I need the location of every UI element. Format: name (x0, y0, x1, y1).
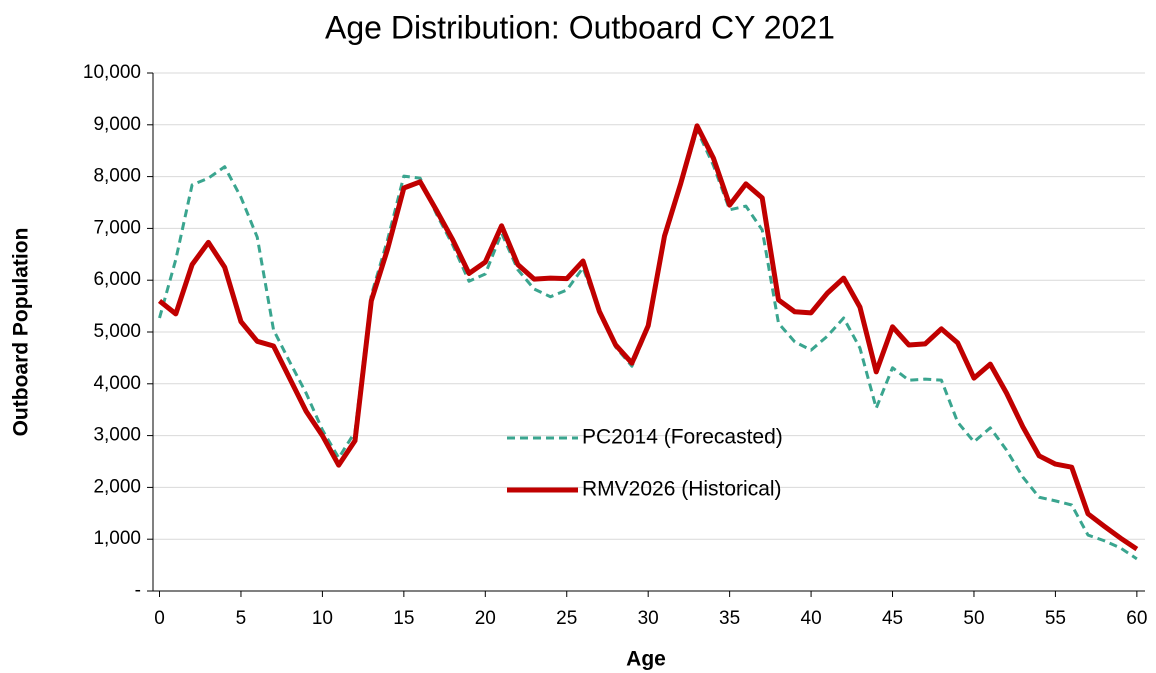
y-tick-label: 8,000 (93, 166, 141, 187)
x-tick-label: 5 (236, 608, 247, 629)
x-tick-label: 15 (393, 608, 414, 629)
y-tick-label: 3,000 (93, 425, 141, 446)
y-tick-label: 5,000 (93, 321, 141, 342)
x-tick-label: 35 (719, 608, 740, 629)
y-axis-label: Outboard Population (10, 228, 33, 437)
y-tick-label: 2,000 (93, 476, 141, 497)
y-tick-label: 10,000 (83, 62, 141, 83)
x-tick-label: 40 (801, 608, 822, 629)
x-tick-label: 25 (556, 608, 577, 629)
chart-title: Age Distribution: Outboard CY 2021 (325, 9, 835, 45)
x-tick-label: 10 (312, 608, 333, 629)
series-line (157, 123, 1139, 552)
x-tick-label: 50 (963, 608, 984, 629)
x-tick-label: 0 (154, 608, 165, 629)
x-axis-label: Age (626, 648, 666, 671)
x-tick-label: 45 (882, 608, 903, 629)
y-tick-label: 9,000 (93, 114, 141, 135)
legend-label: RMV2026 (Historical) (582, 478, 782, 501)
x-tick-label: 60 (1126, 608, 1147, 629)
y-tick-label: 1,000 (93, 528, 141, 549)
y-tick-label: 4,000 (93, 373, 141, 394)
y-tick-label: 7,000 (93, 217, 141, 238)
x-tick-label: 20 (475, 608, 496, 629)
x-tick-label: 55 (1045, 608, 1066, 629)
y-tick-label: 6,000 (93, 269, 141, 290)
y-tick-label: - (135, 580, 141, 601)
x-tick-label: 30 (638, 608, 659, 629)
legend-label: PC2014 (Forecasted) (582, 426, 783, 449)
